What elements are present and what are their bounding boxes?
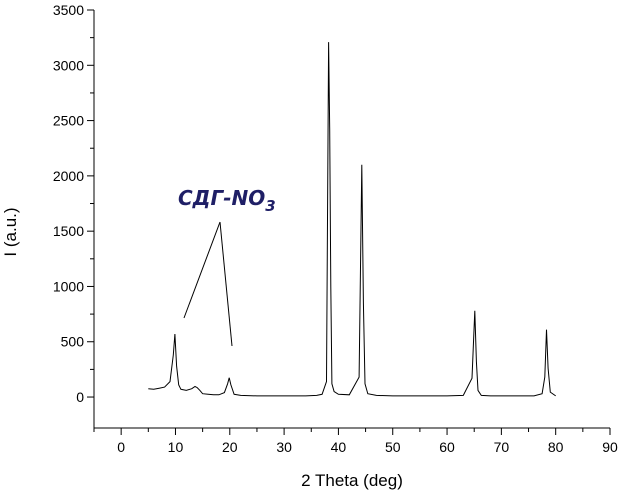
x-tick-label: 40 bbox=[331, 439, 347, 455]
x-tick-label: 90 bbox=[602, 439, 618, 455]
y-tick-label: 3000 bbox=[53, 57, 84, 73]
tick-labels: 0 10 20 30 40 50 60 70 80 90 0 500 1000 1500 2000 2500 3… bbox=[53, 2, 618, 455]
annotation-group: СДГ-NO3 bbox=[178, 186, 276, 347]
y-tick-label: 2000 bbox=[53, 168, 84, 184]
annotation-pointer-line bbox=[219, 221, 233, 347]
x-axis-title: 2 Theta (deg) bbox=[301, 471, 403, 490]
axes bbox=[93, 10, 610, 429]
series-line bbox=[148, 42, 556, 397]
x-tick-label: 60 bbox=[439, 439, 455, 455]
y-tick-label: 500 bbox=[61, 334, 85, 350]
y-tick-label: 1500 bbox=[53, 223, 84, 239]
y-tick-label: 3500 bbox=[53, 2, 84, 18]
x-tick-label: 70 bbox=[494, 439, 510, 455]
x-tick-label: 20 bbox=[222, 439, 238, 455]
x-tick-label: 10 bbox=[168, 439, 184, 455]
x-tick-label: 30 bbox=[276, 439, 292, 455]
x-tick-label: 80 bbox=[548, 439, 564, 455]
tick-marks bbox=[87, 9, 611, 435]
y-tick-label: 1000 bbox=[53, 278, 84, 294]
y-tick-label: 0 bbox=[76, 389, 84, 405]
x-tick-label: 0 bbox=[117, 439, 125, 455]
annotation-pointer-line bbox=[183, 221, 221, 319]
annotation-text: СДГ-NO bbox=[178, 186, 265, 210]
x-tick-label: 50 bbox=[385, 439, 401, 455]
annotation-subscript: 3 bbox=[265, 197, 275, 215]
y-axis-title: I (a.u.) bbox=[1, 207, 20, 256]
annotation-label: СДГ-NO3 bbox=[178, 186, 276, 215]
y-tick-label: 2500 bbox=[53, 113, 84, 129]
